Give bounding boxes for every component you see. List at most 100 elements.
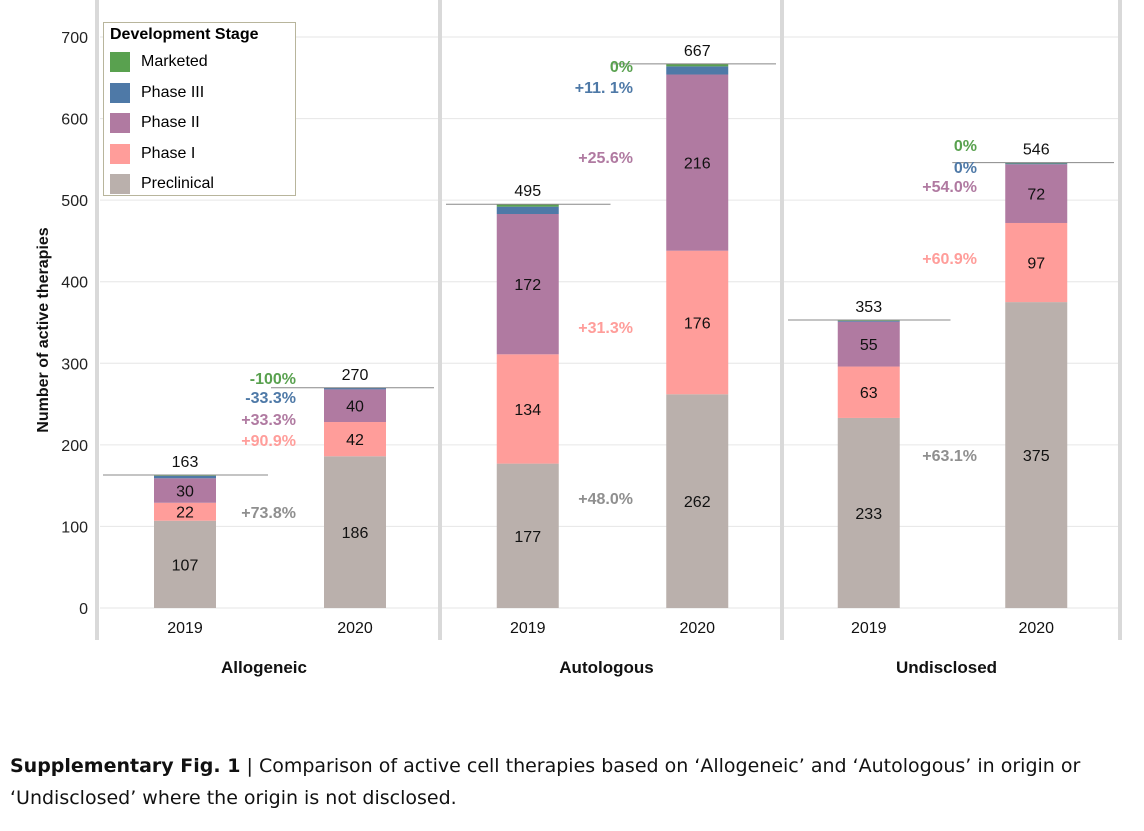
segment-label: 40 — [346, 399, 364, 416]
bar-segment-preclinical — [324, 456, 386, 608]
x-tick-label: 2019 — [510, 620, 546, 637]
legend-swatch — [110, 82, 130, 103]
bar-segment-phase-i — [837, 366, 900, 418]
change-label: +11. 1% — [575, 80, 633, 97]
total-label: 546 — [1023, 142, 1050, 159]
segment-label: 176 — [684, 316, 711, 333]
bar-segment-phase-ii — [1005, 164, 1068, 223]
segment-label: 177 — [514, 529, 541, 546]
legend-swatch — [110, 52, 130, 73]
bar-segment-marketed — [496, 204, 559, 207]
bar-segment-phase-iii — [324, 387, 386, 390]
bar-segment-phase-iii — [837, 320, 900, 322]
segment-label: 22 — [176, 505, 194, 522]
bar-segment-phase-iii — [154, 475, 216, 479]
segment-label: 172 — [514, 277, 541, 294]
change-label: +31.3% — [578, 320, 633, 337]
legend-label: Phase I — [141, 144, 196, 162]
change-label: +63.1% — [922, 448, 977, 465]
legend: Development Stage Marketed Phase III Phase… — [103, 22, 296, 196]
y-tick-label: 300 — [61, 356, 88, 373]
segment-label: 42 — [346, 432, 364, 449]
caption-separator: | — [240, 755, 259, 777]
y-tick-label: 100 — [61, 519, 88, 536]
x-tick-label: 2019 — [167, 620, 203, 637]
legend-item: Marketed — [110, 47, 289, 78]
change-label: +60.9% — [922, 251, 977, 268]
caption-text: Comparison of active cell therapies base… — [10, 755, 1081, 809]
segment-label: 55 — [860, 337, 878, 354]
total-label: 667 — [684, 43, 711, 60]
change-label: 0% — [954, 138, 977, 155]
x-tick-label: 2020 — [679, 620, 715, 637]
y-tick-label: 200 — [61, 438, 88, 455]
total-label: 353 — [855, 299, 882, 316]
change-label: +54.0% — [922, 179, 977, 196]
bar-segment-phase-ii — [324, 389, 386, 423]
change-label: 0% — [954, 160, 977, 177]
x-tick-label: 2019 — [851, 620, 887, 637]
total-label: 270 — [342, 367, 369, 384]
legend-item: Phase II — [110, 108, 289, 139]
change-label: +73.8% — [241, 505, 296, 522]
legend-item: Preclinical — [110, 169, 289, 200]
segment-label: 134 — [514, 402, 541, 419]
y-tick-label: 500 — [61, 193, 88, 210]
bar-segment-phase-iii — [1005, 163, 1068, 165]
segment-label: 186 — [342, 525, 369, 542]
group-label: Undisclosed — [896, 658, 997, 677]
x-tick-label: 2020 — [337, 620, 373, 637]
bar-segment-phase-iii — [496, 206, 559, 215]
y-tick-label: 700 — [61, 30, 88, 47]
legend-label: Phase III — [141, 83, 205, 101]
group-label: Allogeneic — [221, 658, 307, 677]
legend-title: Development Stage — [110, 26, 259, 43]
change-label: 0% — [610, 59, 633, 76]
legend-item: Phase III — [110, 78, 289, 109]
segment-label: 375 — [1023, 448, 1050, 465]
bar-segment-phase-i — [1005, 222, 1068, 303]
y-axis-label: Number of active therapies — [35, 227, 52, 433]
figure-caption: Supplementary Fig. 1 | Comparison of act… — [10, 750, 1144, 814]
legend-swatch — [110, 174, 130, 195]
segment-label: 216 — [684, 156, 711, 173]
y-tick-label: 600 — [61, 112, 88, 129]
legend-item: Phase I — [110, 139, 289, 170]
bar-segment-phase-ii — [837, 321, 900, 367]
bar-segment-preclinical — [496, 463, 559, 608]
bar-segment-preclinical — [666, 394, 729, 608]
change-label: +90.9% — [241, 433, 296, 450]
x-tick-label: 2020 — [1018, 620, 1054, 637]
segment-label: 72 — [1027, 187, 1045, 204]
bar-segment-phase-ii — [496, 214, 559, 355]
segment-label: 233 — [855, 506, 882, 523]
group-label: Autologous — [559, 658, 653, 677]
y-tick-label: 0 — [79, 601, 88, 618]
segment-label: 262 — [684, 494, 711, 511]
bar-segment-marketed — [666, 63, 729, 67]
bar-segment-preclinical — [1005, 302, 1068, 608]
y-tick-label: 400 — [61, 275, 88, 292]
total-label: 163 — [172, 454, 199, 471]
legend-label: Preclinical — [141, 175, 214, 193]
bar-segment-phase-i — [496, 354, 559, 464]
segment-label: 63 — [860, 385, 878, 402]
segment-label: 107 — [172, 557, 199, 574]
segment-label: 97 — [1027, 256, 1045, 273]
legend-swatch — [110, 143, 130, 164]
caption-label: Supplementary Fig. 1 — [10, 755, 241, 777]
change-label: +33.3% — [241, 412, 296, 429]
segment-label: 30 — [176, 484, 194, 501]
bar-segment-preclinical — [154, 520, 216, 608]
bar-segment-phase-i — [154, 502, 216, 521]
bar-segment-phase-i — [666, 250, 729, 395]
bar-segment-phase-iii — [666, 66, 729, 75]
legend-swatch — [110, 113, 130, 134]
bar-segment-phase-ii — [154, 478, 216, 503]
total-label: 495 — [514, 183, 541, 200]
bar-segment-phase-i — [324, 422, 386, 457]
change-label: -100% — [250, 371, 296, 388]
bar-segment-preclinical — [837, 417, 900, 608]
legend-label: Marketed — [141, 53, 208, 71]
stacked-bar-chart: 0 100 200 300 400 500 600 700 Number of active t… — [35, 0, 1122, 677]
